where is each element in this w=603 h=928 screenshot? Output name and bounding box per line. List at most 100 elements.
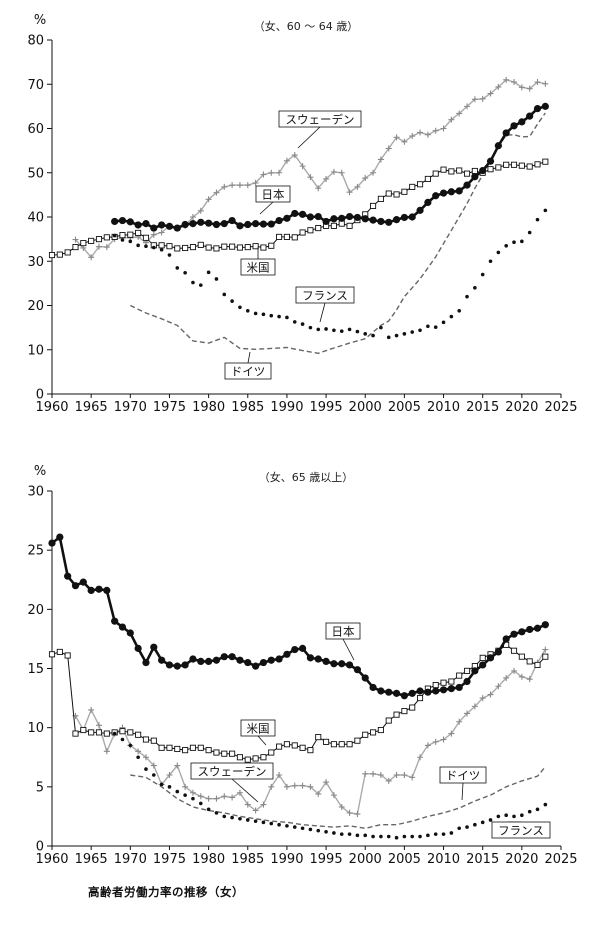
data-point [479, 654, 486, 661]
data-point [236, 754, 243, 761]
data-point [456, 167, 463, 174]
data-point [134, 221, 142, 229]
data-point [275, 216, 283, 225]
data-point [267, 656, 275, 664]
data-point [518, 118, 526, 126]
chart-panel-1: （女、60 ～ 64 歳）% 0 10 20 30 40 50 60 70 80 1960 1965 1… [27, 13, 577, 415]
data-point [338, 741, 345, 748]
data-point [144, 244, 148, 249]
data-point [347, 832, 352, 836]
data-point [230, 815, 234, 820]
x-tick-label: 2020 [505, 400, 538, 415]
data-point [510, 161, 518, 168]
data-point [392, 689, 401, 697]
data-point [229, 243, 236, 250]
data-point [48, 651, 56, 658]
data-point [268, 749, 275, 756]
data-point [197, 793, 204, 800]
data-point [308, 325, 313, 330]
callout-label-france: フランス [295, 286, 355, 323]
data-point [212, 220, 221, 229]
data-point [401, 138, 408, 145]
data-point [488, 818, 493, 822]
data-point [479, 95, 486, 102]
data-point [136, 755, 140, 760]
data-point [236, 244, 243, 251]
callout-label-sweden: スウェーデン [190, 762, 274, 803]
data-point [363, 833, 368, 838]
y-tick-label: 25 [27, 544, 44, 559]
data-point [370, 202, 377, 209]
data-point [487, 90, 494, 97]
x-tick-label: 1990 [270, 852, 303, 867]
data-point [103, 244, 110, 251]
data-point [400, 692, 408, 700]
data-point [370, 729, 377, 736]
data-point [173, 662, 181, 670]
data-point [526, 625, 534, 634]
series-line-japan [51, 535, 546, 698]
data-point [118, 623, 127, 631]
data-point [355, 329, 360, 334]
data-point [386, 834, 391, 839]
data-point [144, 767, 148, 771]
data-point [463, 170, 471, 177]
series-japan [48, 533, 549, 700]
data-point [275, 655, 283, 663]
data-point [307, 174, 314, 181]
data-point [95, 236, 103, 243]
data-point [228, 216, 236, 225]
data-point [213, 795, 220, 802]
data-point [205, 196, 212, 203]
data-point [385, 218, 393, 226]
data-point [181, 220, 189, 229]
callout-label-us: 米国 [240, 247, 276, 276]
callout-box [240, 719, 276, 737]
x-tick-label: 1990 [270, 400, 303, 415]
data-point [189, 744, 197, 751]
data-point [369, 683, 377, 692]
x-tick-label: 1970 [114, 852, 147, 867]
callout-leader [319, 302, 326, 323]
data-point [433, 832, 438, 836]
data-point [480, 272, 485, 277]
callout-box [240, 258, 276, 276]
data-point [455, 187, 463, 195]
y-tick-label: 5 [36, 780, 44, 795]
data-point [526, 112, 534, 120]
data-point [299, 744, 306, 751]
data-point [300, 322, 305, 326]
data-point [534, 161, 541, 168]
data-point [401, 708, 408, 715]
data-point [244, 220, 252, 229]
data-point [543, 208, 548, 213]
data-point [103, 586, 111, 595]
data-point [314, 655, 322, 663]
data-point [214, 277, 219, 281]
data-point [449, 831, 454, 835]
data-point [166, 243, 173, 250]
data-point [456, 718, 463, 725]
data-point [440, 679, 447, 686]
data-point [518, 673, 525, 680]
data-point [269, 313, 274, 318]
data-point [291, 209, 299, 218]
data-point [261, 820, 266, 825]
data-point [314, 212, 322, 221]
x-tick-label: 2005 [388, 400, 421, 415]
callout-leader [342, 638, 355, 661]
callout-box [439, 766, 487, 784]
data-point [363, 332, 368, 336]
data-point [330, 215, 338, 223]
data-point [276, 233, 283, 240]
data-point [182, 783, 189, 790]
data-point [88, 706, 95, 713]
data-point [322, 657, 330, 666]
callout-leader [259, 201, 274, 215]
data-point [119, 728, 126, 735]
data-point [400, 213, 408, 222]
data-point [409, 774, 416, 781]
x-tick-label: 1960 [35, 852, 68, 867]
chart-subtitle: （女、65 歳以上） [259, 470, 354, 484]
data-point [362, 731, 369, 738]
